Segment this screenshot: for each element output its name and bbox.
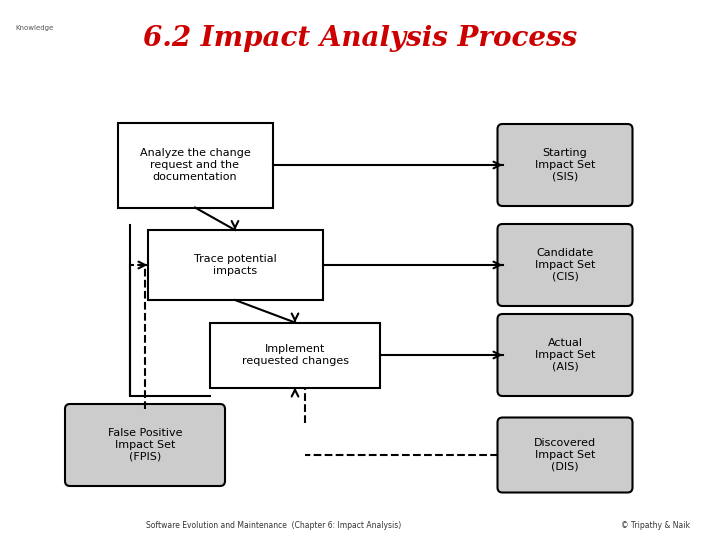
Text: False Positive
Impact Set
(FPIS): False Positive Impact Set (FPIS) xyxy=(108,428,182,462)
FancyBboxPatch shape xyxy=(65,404,225,486)
Text: Starting
Impact Set
(SIS): Starting Impact Set (SIS) xyxy=(535,148,595,181)
Text: Analyze the change
request and the
documentation: Analyze the change request and the docum… xyxy=(140,148,251,181)
Bar xyxy=(210,322,380,388)
Text: Candidate
Impact Set
(CIS): Candidate Impact Set (CIS) xyxy=(535,248,595,281)
FancyBboxPatch shape xyxy=(498,224,632,306)
FancyBboxPatch shape xyxy=(498,124,632,206)
Bar xyxy=(117,123,272,207)
Text: Implement
requested changes: Implement requested changes xyxy=(241,344,348,366)
Text: © Tripathy & Naik: © Tripathy & Naik xyxy=(621,521,690,530)
Text: Discovered
Impact Set
(DIS): Discovered Impact Set (DIS) xyxy=(534,438,596,471)
Text: Software Evolution and Maintenance  (Chapter 6: Impact Analysis): Software Evolution and Maintenance (Chap… xyxy=(146,521,401,530)
Text: Actual
Impact Set
(AIS): Actual Impact Set (AIS) xyxy=(535,339,595,372)
Text: 6.2 Impact Analysis Process: 6.2 Impact Analysis Process xyxy=(143,24,577,51)
FancyBboxPatch shape xyxy=(498,417,632,492)
FancyBboxPatch shape xyxy=(498,314,632,396)
Bar xyxy=(148,230,323,300)
Text: Trace potential
impacts: Trace potential impacts xyxy=(194,254,276,276)
Text: Knowledge: Knowledge xyxy=(16,25,54,31)
